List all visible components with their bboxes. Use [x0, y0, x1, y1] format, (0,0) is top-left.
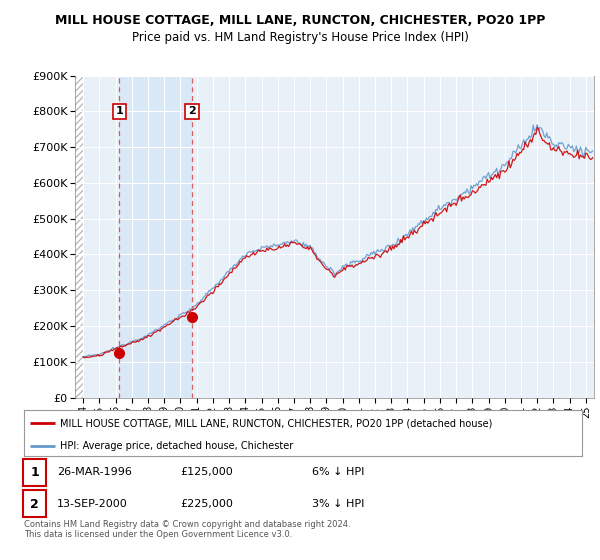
Text: £125,000: £125,000 — [180, 467, 233, 477]
Text: 1: 1 — [30, 466, 39, 479]
Text: Contains HM Land Registry data © Crown copyright and database right 2024.
This d: Contains HM Land Registry data © Crown c… — [24, 520, 350, 539]
Text: MILL HOUSE COTTAGE, MILL LANE, RUNCTON, CHICHESTER, PO20 1PP: MILL HOUSE COTTAGE, MILL LANE, RUNCTON, … — [55, 14, 545, 27]
Text: 13-SEP-2000: 13-SEP-2000 — [57, 499, 128, 509]
Bar — [119, 76, 192, 398]
Text: 1: 1 — [115, 106, 123, 116]
Text: 2: 2 — [30, 498, 39, 511]
Bar — [59, 76, 83, 398]
Text: 6% ↓ HPI: 6% ↓ HPI — [312, 467, 364, 477]
Text: 3% ↓ HPI: 3% ↓ HPI — [312, 499, 364, 509]
Text: MILL HOUSE COTTAGE, MILL LANE, RUNCTON, CHICHESTER, PO20 1PP (detached house): MILL HOUSE COTTAGE, MILL LANE, RUNCTON, … — [60, 418, 493, 428]
Text: 26-MAR-1996: 26-MAR-1996 — [57, 467, 132, 477]
Text: £225,000: £225,000 — [180, 499, 233, 509]
Text: 2: 2 — [188, 106, 196, 116]
Text: Price paid vs. HM Land Registry's House Price Index (HPI): Price paid vs. HM Land Registry's House … — [131, 31, 469, 44]
Text: HPI: Average price, detached house, Chichester: HPI: Average price, detached house, Chic… — [60, 441, 293, 451]
